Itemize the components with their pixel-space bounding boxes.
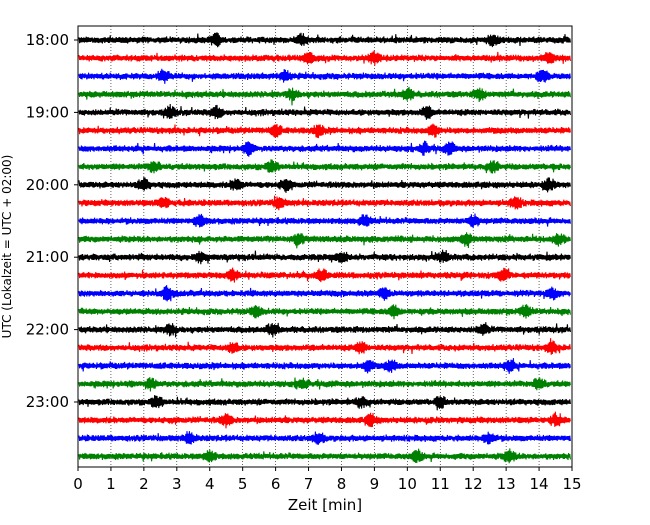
x-tick-label: 8 [337,475,347,493]
x-tick-label: 5 [238,475,248,493]
trace-2045 [78,232,571,249]
y-tick-label: 21:00 [26,248,69,266]
y-axis: 18:00 19:00 20:00 21:00 22:00 23:00 [26,31,78,411]
x-tick-label: 4 [205,475,215,493]
y-tick-label: 18:00 [26,31,69,49]
x-tick-label: 10 [398,475,417,493]
x-tick-label: 14 [530,475,549,493]
x-tick-label: 9 [370,475,380,493]
x-tick-label: 11 [431,475,450,493]
x-tick-label: 0 [73,475,83,493]
x-tick-label: 2 [139,475,149,493]
trace-1900 [78,103,571,120]
trace-2215 [78,338,571,355]
trace-2030 [78,213,571,229]
x-axis: 0 1 2 3 4 5 6 7 8 9 10 11 12 13 14 15 [73,467,582,493]
x-tick-label: 7 [304,475,314,493]
trace-1815 [78,50,571,66]
trace-2015 [78,195,571,211]
x-tick-label: 15 [562,475,581,493]
trace-1945 [78,159,571,174]
y-tick-label: 22:00 [26,321,69,339]
x-axis-label: Zeit [min] [288,496,362,514]
trace-2100 [78,249,571,265]
trace-2300 [78,395,571,411]
trace-2200 [78,322,571,338]
trace-1800 [78,32,571,48]
x-tick-label: 1 [106,475,116,493]
trace-2145 [78,304,571,320]
trace-2245 [78,377,571,392]
trace-1845 [78,86,571,106]
y-axis-label: UTC (Lokalzeit = UTC + 02:00) [0,155,14,339]
plot-frame [77,25,573,468]
trace-2330 [78,431,571,445]
trace-1930 [78,140,571,157]
x-tick-label: 12 [464,475,483,493]
trace-2230 [78,358,571,374]
y-tick-label: 23:00 [26,393,69,411]
x-tick-label: 13 [497,475,516,493]
y-tick-label: 20:00 [26,176,69,194]
x-tick-label: 3 [172,475,182,493]
trace-2115 [78,267,571,283]
trace-2315 [78,411,571,429]
seismogram-traces [78,32,571,464]
x-tick-label: 6 [271,475,281,493]
y-tick-label: 19:00 [26,103,69,121]
trace-1830 [78,68,571,84]
trace-1915 [78,123,571,139]
trace-2000 [78,177,571,193]
trace-2345 [78,448,571,464]
trace-2130 [78,285,571,302]
